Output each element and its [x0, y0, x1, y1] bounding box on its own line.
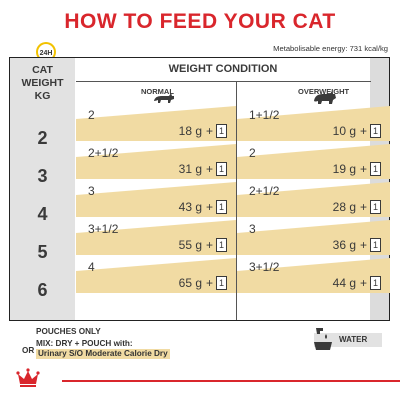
product-name: Urinary S/O Moderate Calorie Dry: [36, 349, 170, 359]
weight-value: 4: [37, 204, 48, 224]
pouch-icon: 1: [370, 238, 381, 252]
dry-grams: 10 g: [332, 124, 356, 138]
pouch-icon: 1: [216, 238, 227, 252]
pouch-icon: 1: [216, 162, 227, 176]
cat-weight-header: CAT WEIGHT KG: [10, 64, 75, 103]
plus-sign: +: [359, 200, 367, 214]
pouch-amount: 1+1/2: [249, 108, 280, 122]
weight-value: 2: [37, 128, 48, 148]
table-row: 2+1/2 31 g + 1: [76, 144, 236, 181]
royal-canin-crown-logo: [16, 368, 40, 387]
gram-band: [76, 182, 236, 217]
plus-sign: +: [359, 162, 367, 176]
dry-grams: 19 g: [332, 162, 356, 176]
table-row: 3 36 g + 1: [237, 220, 390, 257]
plus-sign: +: [359, 238, 367, 252]
plus-sign: +: [359, 124, 367, 138]
mix-label: MIX: DRY + POUCH with:: [36, 339, 133, 348]
gram-band: [76, 106, 236, 141]
weight-value: 6: [37, 280, 48, 300]
weight-value: 3: [37, 166, 48, 186]
pouch-amount: 4: [88, 260, 95, 274]
pouch-amount: 2: [88, 108, 95, 122]
dry-grams: 55 g: [178, 238, 202, 252]
pouch-amount: 2: [249, 146, 256, 160]
gram-band: [76, 220, 236, 255]
plus-sign: +: [205, 276, 213, 290]
dry-grams: 43 g: [178, 200, 202, 214]
gram-band: [237, 182, 390, 217]
or-label: OR: [22, 346, 35, 355]
header-divider: [76, 81, 371, 82]
dry-grams: 65 g: [178, 276, 202, 290]
pouch-amount: 3: [88, 184, 95, 198]
water-label: WATER: [339, 335, 368, 344]
pouch-icon: 1: [370, 276, 381, 290]
dry-grams: 31 g: [178, 162, 202, 176]
pouch-amount: 3+1/2: [249, 260, 280, 274]
header-line-weight: WEIGHT: [21, 77, 64, 89]
dry-grams: 36 g: [332, 238, 356, 252]
page-title: HOW TO FEED YOUR CAT: [64, 10, 336, 33]
pouch-icon: 1: [216, 200, 227, 214]
plus-sign: +: [359, 276, 367, 290]
dry-grams: 18 g: [178, 124, 202, 138]
table-row: 1+1/2 10 g + 1: [237, 106, 390, 143]
header-line-kg: KG: [34, 90, 51, 102]
feeding-table: CAT WEIGHT KG 2 3 4 5 6 WEIGHT CONDITION…: [9, 57, 390, 321]
gram-band: [76, 144, 236, 179]
metabolisable-energy: Metabolisable energy: 731 kcal/kg: [273, 44, 388, 53]
plus-sign: +: [205, 124, 213, 138]
clock-label: 24H: [40, 50, 53, 57]
gram-band: [237, 258, 390, 293]
overweight-cat-icon: [314, 91, 336, 104]
mix-instructions: MIX: DRY + POUCH with: Urinary S/O Moder…: [36, 339, 170, 359]
dry-grams: 44 g: [332, 276, 356, 290]
normal-cat-icon: [154, 93, 174, 103]
pouch-icon: 1: [370, 124, 381, 138]
pouch-amount: 3: [249, 222, 256, 236]
water-bowl-icon: [314, 328, 332, 350]
pouch-amount: 2+1/2: [88, 146, 119, 160]
pouch-amount: 3+1/2: [88, 222, 119, 236]
weight-condition-header: WEIGHT CONDITION: [168, 63, 278, 75]
cat-weight-column: CAT WEIGHT KG 2 3 4 5 6: [10, 58, 75, 320]
pouch-amount: 2+1/2: [249, 184, 280, 198]
pouches-only-label: POUCHES ONLY: [36, 327, 101, 336]
table-row: 3+1/2 55 g + 1: [76, 220, 236, 257]
pouch-icon: 1: [216, 276, 227, 290]
plus-sign: +: [205, 238, 213, 252]
table-row: 3+1/2 44 g + 1: [237, 258, 390, 295]
plus-sign: +: [205, 162, 213, 176]
pouch-icon: 1: [216, 124, 227, 138]
table-row: 2 19 g + 1: [237, 144, 390, 181]
overweight-header: OVERWEIGHT: [298, 87, 350, 96]
table-row: 2+1/2 28 g + 1: [237, 182, 390, 219]
plus-sign: +: [205, 200, 213, 214]
table-row: 2 18 g + 1: [76, 106, 236, 143]
normal-header: NORMAL: [141, 87, 174, 96]
gram-band: [237, 220, 390, 255]
weight-value: 5: [37, 242, 48, 262]
pouch-icon: 1: [370, 162, 381, 176]
gram-band: [237, 106, 390, 141]
dry-grams: 28 g: [332, 200, 356, 214]
gram-band: [76, 258, 236, 293]
header-line-cat: CAT: [32, 64, 53, 76]
brand-footer-line: [62, 380, 400, 382]
table-row: 3 43 g + 1: [76, 182, 236, 219]
table-row: 4 65 g + 1: [76, 258, 236, 295]
pouch-icon: 1: [370, 200, 381, 214]
gram-band: [237, 144, 390, 179]
column-divider: [236, 81, 237, 320]
